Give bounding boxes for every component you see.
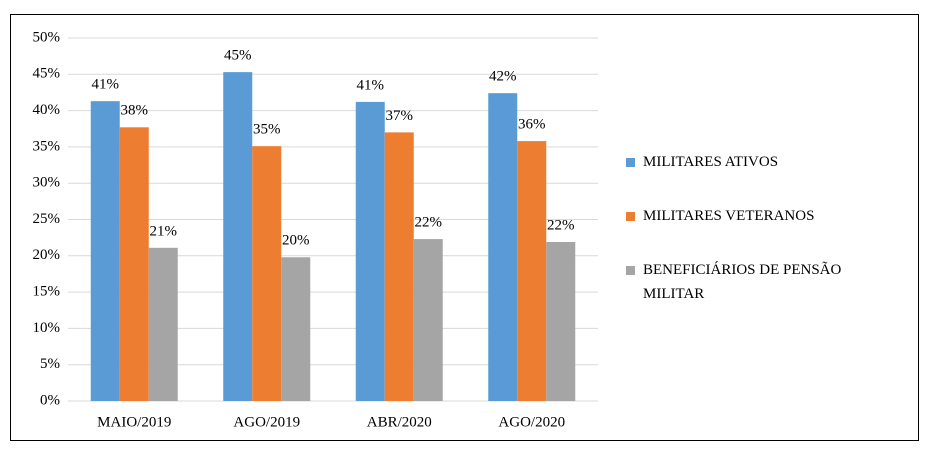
value-label: 35% [253, 122, 281, 138]
y-tick-label: 15% [33, 284, 61, 300]
bar [517, 141, 547, 402]
legend: MILITARES ATIVOS MILITARES VETERANOS BENEF… [626, 150, 906, 336]
value-label: 22% [415, 215, 443, 231]
y-tick-label: 35% [33, 138, 61, 154]
bar [413, 239, 443, 401]
legend-item: MILITARES VETERANOS [626, 204, 906, 228]
bar [546, 242, 576, 401]
value-label: 22% [547, 217, 575, 233]
bar [355, 101, 385, 401]
y-tick-label: 50% [33, 29, 61, 45]
legend-label: MILITARES ATIVOS [643, 154, 779, 170]
legend-item: BENEFICIÁRIOS DE PENSÃO MILITAR [626, 258, 906, 306]
bar [223, 72, 253, 401]
legend-label: MILITARES VETERANOS [643, 208, 815, 224]
y-tick-label: 40% [33, 102, 61, 118]
legend-item: MILITARES ATIVOS [626, 150, 906, 174]
bar [90, 101, 120, 402]
value-label: 41% [92, 77, 120, 93]
value-label: 45% [224, 48, 252, 64]
x-tick-label: ABR/2020 [367, 414, 432, 430]
value-label: 38% [121, 103, 149, 119]
value-label: 41% [357, 77, 385, 93]
value-label: 37% [386, 108, 414, 124]
value-label: 21% [150, 223, 178, 239]
y-tick-label: 20% [33, 247, 61, 263]
bar [281, 257, 311, 401]
value-label: 36% [518, 117, 546, 133]
legend-swatch [626, 266, 635, 275]
bar [119, 127, 149, 401]
bar [148, 247, 178, 401]
x-tick-label: MAIO/2019 [97, 414, 171, 430]
value-label: 20% [282, 233, 310, 249]
bar [252, 146, 282, 401]
bar [488, 93, 518, 402]
x-tick-label: AGO/2019 [233, 414, 300, 430]
y-tick-label: 5% [40, 356, 60, 372]
y-tick-label: 0% [40, 392, 60, 408]
y-tick-label: 30% [33, 175, 61, 191]
y-tick-label: 25% [33, 211, 61, 227]
legend-swatch [626, 212, 635, 221]
legend-swatch [626, 158, 635, 167]
legend-label: BENEFICIÁRIOS DE PENSÃO MILITAR [643, 262, 842, 302]
x-tick-label: AGO/2020 [498, 414, 565, 430]
bar [384, 132, 414, 401]
value-label: 42% [489, 69, 517, 85]
y-tick-label: 10% [33, 320, 61, 336]
frame [10, 14, 919, 441]
y-tick-label: 45% [33, 66, 61, 82]
